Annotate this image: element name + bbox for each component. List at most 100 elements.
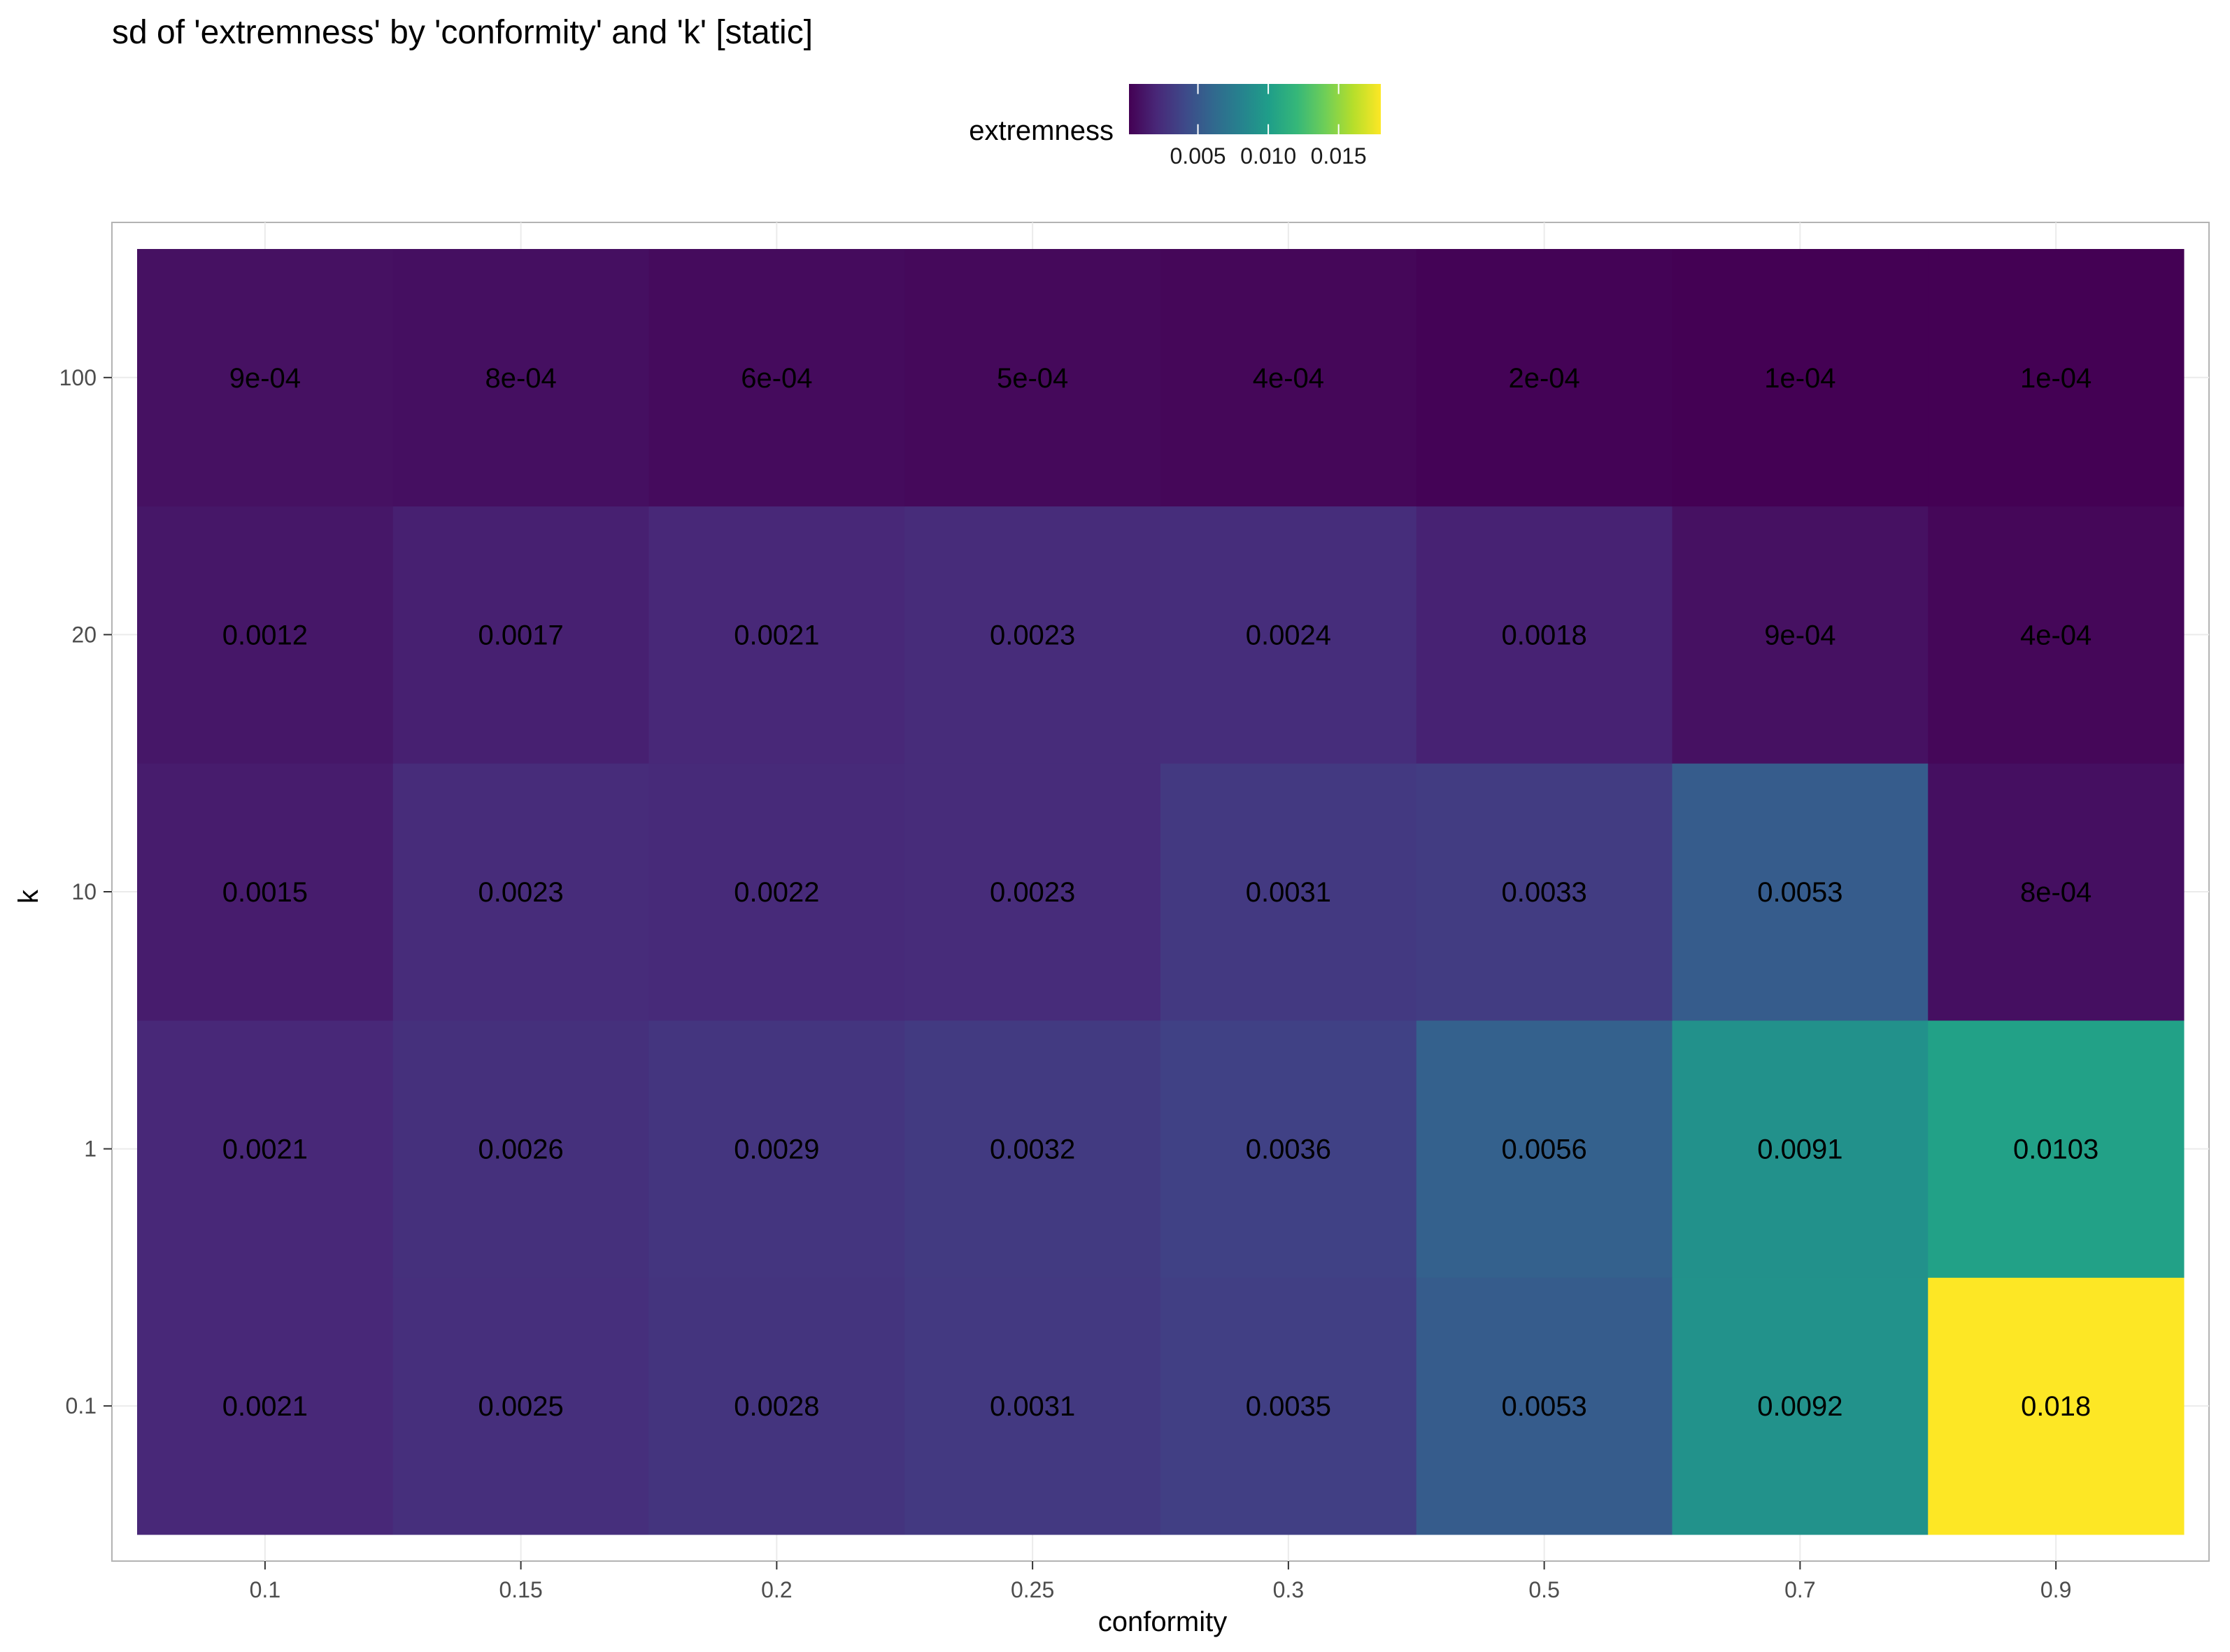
x-tick-label: 0.9 (2040, 1577, 2071, 1602)
cell-value-label: 0.0012 (222, 620, 308, 650)
cell-value-label: 4e-04 (2020, 620, 2091, 650)
x-tick-label: 0.3 (1273, 1577, 1304, 1602)
heatmap-cell (1160, 1277, 1417, 1535)
cell-value-label: 0.0031 (990, 1391, 1075, 1422)
y-tick-label: 100 (59, 365, 97, 390)
heatmap-cell (904, 249, 1161, 507)
cell-value-label: 0.0023 (990, 620, 1075, 650)
heatmap-cell (1672, 1277, 1929, 1535)
legend-title: extremness (969, 115, 1114, 146)
cell-value-label: 8e-04 (2020, 877, 2091, 908)
cell-value-label: 6e-04 (741, 363, 812, 394)
heatmap-cell (1416, 1277, 1672, 1535)
heatmap-cell (392, 506, 649, 764)
cell-value-label: 4e-04 (1253, 363, 1324, 394)
cell-value-label: 0.0032 (990, 1134, 1075, 1165)
heatmap-cells (137, 249, 2185, 1535)
cell-value-label: 0.0103 (2013, 1134, 2098, 1165)
y-tick-label: 10 (71, 879, 97, 904)
x-tick-label: 0.1 (250, 1577, 280, 1602)
heatmap-cell (1160, 249, 1417, 507)
cell-value-label: 0.0053 (1501, 1391, 1586, 1422)
heatmap-cell (1672, 249, 1929, 507)
heatmap-cell (648, 506, 905, 764)
legend-ticks: 0.005 0.010 0.015 (1170, 84, 1367, 169)
heatmap-cell (1416, 506, 1672, 764)
chart-title: sd of 'extremness' by 'conformity' and '… (112, 14, 813, 51)
y-tick-label: 0.1 (66, 1393, 97, 1418)
heatmap-cell (392, 763, 649, 1021)
heatmap-cell (1928, 763, 2185, 1021)
heatmap-cell (904, 763, 1161, 1021)
cell-value-label: 8e-04 (485, 363, 556, 394)
cell-value-label: 0.0023 (990, 877, 1075, 908)
cell-value-label: 9e-04 (229, 363, 301, 394)
heatmap-cell (648, 1020, 905, 1278)
x-tick-label: 0.5 (1528, 1577, 1559, 1602)
heatmap-cell (1160, 763, 1417, 1021)
y-axis-title: k (13, 889, 44, 904)
heatmap-cell (1928, 506, 2185, 764)
x-tick-label: 0.7 (1784, 1577, 1815, 1602)
cell-value-label: 0.0033 (1501, 877, 1586, 908)
cell-value-label: 0.0021 (734, 620, 819, 650)
legend-colorbar (1129, 84, 1381, 134)
heatmap-cell (1672, 763, 1929, 1021)
cell-value-label: 1e-04 (1764, 363, 1835, 394)
cell-value-label: 0.0036 (1246, 1134, 1331, 1165)
heatmap-cell (1928, 1277, 2185, 1535)
heatmap-cell (1160, 506, 1417, 764)
cell-value-label: 0.0031 (1246, 877, 1331, 908)
y-tick-label: 1 (84, 1137, 97, 1162)
cell-value-label: 0.0021 (222, 1391, 308, 1422)
y-axis-ticks: 0.1 1 10 20 100 (59, 365, 112, 1418)
heatmap-cell (1672, 506, 1929, 764)
cell-value-label: 0.0025 (478, 1391, 563, 1422)
heatmap-cell (904, 1277, 1161, 1535)
heatmap-cell (1160, 1020, 1417, 1278)
legend-tick-label: 0.005 (1170, 143, 1226, 169)
heatmap-cell (1672, 1020, 1929, 1278)
y-tick-label: 20 (71, 622, 97, 647)
heatmap-cell (392, 249, 649, 507)
x-axis-ticks: 0.1 0.15 0.2 0.25 0.3 0.5 0.7 0.9 (250, 1561, 2071, 1602)
heatmap-cell (137, 1277, 394, 1535)
cell-value-label: 0.0022 (734, 877, 819, 908)
x-tick-label: 0.15 (499, 1577, 542, 1602)
cell-value-label: 0.0018 (1501, 620, 1586, 650)
cell-value-label: 0.0017 (478, 620, 563, 650)
x-tick-label: 0.2 (761, 1577, 792, 1602)
heatmap-cell (904, 1020, 1161, 1278)
heatmap-cell (1928, 1020, 2185, 1278)
heatmap-cell (137, 506, 394, 764)
cell-value-label: 1e-04 (2020, 363, 2091, 394)
heatmap-cell (392, 1020, 649, 1278)
cell-value-label: 0.0053 (1757, 877, 1842, 908)
heatmap-cell (392, 1277, 649, 1535)
cell-value-label: 0.0024 (1246, 620, 1331, 650)
heatmap-cell (648, 763, 905, 1021)
cell-value-label: 0.0029 (734, 1134, 819, 1165)
cell-value-label: 0.0026 (478, 1134, 563, 1165)
cell-value-label: 0.0091 (1757, 1134, 1842, 1165)
legend-tick-label: 0.010 (1240, 143, 1296, 169)
x-tick-label: 0.25 (1011, 1577, 1054, 1602)
heatmap-cell (137, 763, 394, 1021)
cell-value-label: 0.0021 (222, 1134, 308, 1165)
heatmap-cell (1416, 1020, 1672, 1278)
cell-value-label: 5e-04 (997, 363, 1068, 394)
cell-value-label: 2e-04 (1508, 363, 1579, 394)
cell-value-label: 0.0028 (734, 1391, 819, 1422)
cell-value-label: 0.0015 (222, 877, 308, 908)
heatmap-cell (1416, 763, 1672, 1021)
heatmap-cell (137, 1020, 394, 1278)
x-axis-title: conformity (1098, 1607, 1228, 1637)
cell-value-label: 0.0023 (478, 877, 563, 908)
heatmap-cell (904, 506, 1161, 764)
heatmap-cell-labels: 0.0021 0.0025 0.0028 0.0031 0.0035 0.0053 0.00… (222, 363, 2099, 1422)
cell-value-label: 0.0035 (1246, 1391, 1331, 1422)
heatmap-cell (1928, 249, 2185, 507)
heatmap-cell (648, 249, 905, 507)
legend: extremness 0.005 0.010 0.015 (969, 84, 1381, 169)
